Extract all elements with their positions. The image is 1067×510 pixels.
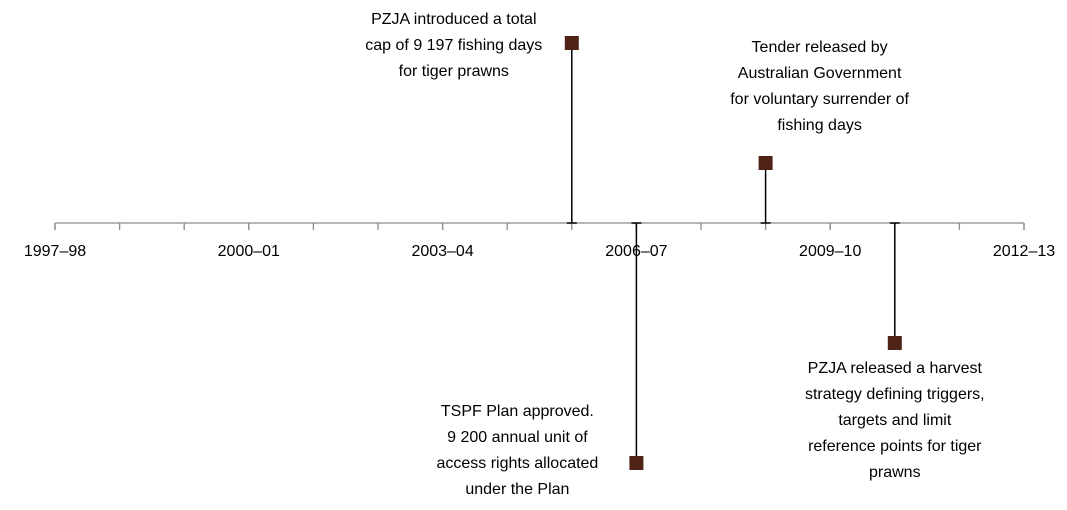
event-label: under the Plan (465, 481, 569, 498)
event-label: for voluntary surrender of (730, 91, 909, 108)
event-marker (887, 336, 902, 350)
event-label: prawns (869, 464, 921, 481)
x-tick-label: 2009–10 (799, 243, 861, 260)
event-label: PZJA introduced a total (371, 11, 536, 28)
event-label: 9 200 annual unit of (447, 429, 588, 446)
x-tick-label: 2012–13 (993, 243, 1055, 260)
x-tick-label: 2003–04 (411, 243, 473, 260)
event-label: for tiger prawns (399, 63, 509, 80)
x-tick-label: 1997–98 (24, 243, 86, 260)
x-tick-label: 2000–01 (218, 243, 280, 260)
event-label: targets and limit (838, 412, 951, 429)
event-label: Australian Government (738, 65, 902, 82)
event-label: TSPF Plan approved. (441, 403, 594, 420)
event-label: PZJA released a harvest (808, 360, 983, 377)
event-label: reference points for tiger (808, 438, 982, 455)
event-marker (758, 156, 773, 170)
event-label: strategy defining triggers, (805, 386, 985, 403)
event-label: Tender released by (752, 39, 888, 56)
event-marker (629, 456, 644, 470)
event-label: access rights allocated (436, 455, 598, 472)
event-label: cap of 9 197 fishing days (365, 37, 542, 54)
event-label: fishing days (777, 117, 862, 134)
event-marker (564, 36, 579, 50)
